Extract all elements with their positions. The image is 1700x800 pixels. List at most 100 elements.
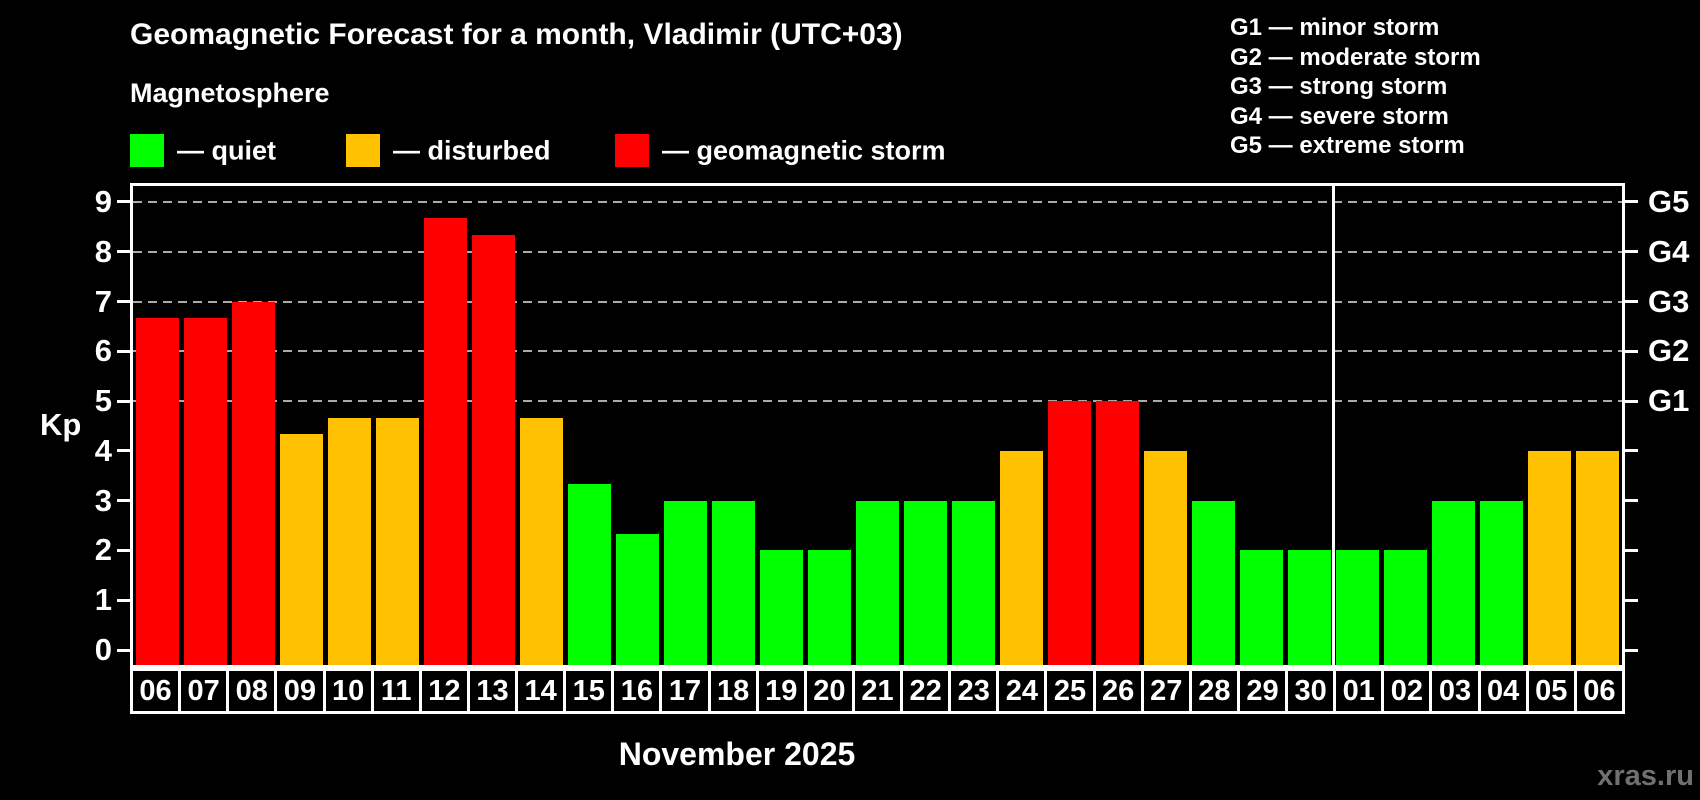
- right-axis-label-g4: G4: [1648, 233, 1690, 269]
- day-label-dec-04: 04: [1480, 671, 1526, 711]
- day-label-nov-19: 19: [758, 671, 804, 711]
- y-tick-label: 0: [94, 632, 112, 667]
- y-tick-left: [117, 200, 130, 204]
- legend-swatch-disturbed-icon: [346, 134, 380, 167]
- legend-label: — disturbed: [393, 135, 551, 165]
- day-label-nov-15: 15: [566, 671, 612, 711]
- kp-bar-day-27: [1144, 450, 1188, 665]
- y-axis-title: Kp: [40, 407, 82, 442]
- kp-bar-day-10: [327, 417, 371, 665]
- kp-bar-day-11: [375, 417, 419, 665]
- g-legend-line: G1 — minor storm: [1230, 14, 1440, 41]
- day-label-nov-14: 14: [518, 671, 564, 711]
- y-tick-left: [117, 648, 130, 652]
- gridline-kp6: [133, 350, 1622, 353]
- y-tick-left: [117, 250, 130, 254]
- y-tick-right: [1625, 349, 1638, 353]
- kp-bar-day-30: [1288, 550, 1332, 665]
- y-tick-left: [117, 300, 130, 304]
- day-label-dec-02: 02: [1384, 671, 1430, 711]
- y-tick-label: 1: [94, 582, 112, 618]
- gridline-kp7: [133, 300, 1622, 303]
- y-tick-right: [1625, 598, 1638, 602]
- chart-title: Geomagnetic Forecast for a month, Vladim…: [130, 18, 903, 51]
- day-label-dec-03: 03: [1432, 671, 1478, 711]
- day-label-nov-07: 07: [181, 671, 227, 711]
- y-tick-right: [1625, 399, 1638, 403]
- day-label-nov-18: 18: [710, 671, 756, 711]
- day-label-dec-05: 05: [1528, 671, 1574, 711]
- day-label-nov-17: 17: [662, 671, 708, 711]
- kp-bar-day-14: [519, 417, 563, 665]
- kp-bar-day-16: [615, 534, 659, 665]
- y-tick-left: [117, 449, 130, 453]
- watermark: xras.ru: [1597, 760, 1694, 792]
- kp-bar-day-29: [1240, 550, 1284, 665]
- y-tick-right: [1625, 499, 1638, 503]
- legend-label: — geomagnetic storm: [662, 135, 946, 165]
- kp-bar-day-21: [856, 500, 899, 665]
- y-tick-right: [1625, 250, 1638, 254]
- kp-bar-day-02: [1384, 550, 1428, 665]
- kp-bar-day-26: [1096, 401, 1140, 665]
- y-tick-label: 2: [94, 532, 112, 568]
- legend-swatch-quiet-icon: [130, 134, 164, 167]
- day-label-nov-08: 08: [229, 671, 275, 711]
- kp-bar-day-12: [423, 218, 467, 665]
- kp-bar-day-06: [1576, 450, 1620, 665]
- y-tick-label: 8: [94, 233, 112, 269]
- magnetosphere-label: Magnetosphere: [130, 78, 330, 108]
- kp-bar-day-03: [1432, 500, 1476, 665]
- x-axis-day-labels: 06 07 08 09 10 11 12 13 14 15 16 17 18 19 20 21 22 23 24 25…: [130, 668, 1625, 714]
- kp-bar-day-28: [1192, 500, 1236, 665]
- legend-swatch-storm-icon: [615, 134, 649, 167]
- y-tick-right: [1625, 300, 1638, 304]
- day-label-nov-26: 26: [1095, 671, 1141, 711]
- y-tick-right: [1625, 648, 1638, 652]
- g-scale-legend: G1 — minor storm G2 — moderate storm G3 — …: [1230, 13, 1481, 161]
- day-label-nov-27: 27: [1143, 671, 1189, 711]
- day-label-nov-24: 24: [999, 671, 1045, 711]
- day-label-nov-06: 06: [133, 671, 179, 711]
- month-label: November 2025: [618, 736, 856, 772]
- day-label-nov-30: 30: [1288, 671, 1334, 711]
- y-tick-label: 4: [94, 432, 112, 468]
- y-tick-right: [1625, 548, 1638, 552]
- kp-bar-day-22: [904, 500, 948, 665]
- y-tick-label: 9: [94, 183, 112, 219]
- kp-bar-day-13: [471, 235, 515, 665]
- y-tick-left: [117, 399, 130, 403]
- gridline-kp5: [133, 400, 1622, 403]
- y-tick-label: 7: [94, 283, 112, 319]
- day-label-nov-16: 16: [614, 671, 660, 711]
- kp-bar-day-09: [279, 434, 323, 665]
- right-axis-label-g3: G3: [1648, 283, 1690, 319]
- g-legend-line: G2 — moderate storm: [1230, 43, 1481, 71]
- y-tick-right: [1625, 449, 1638, 453]
- right-axis-label-g2: G2: [1648, 333, 1690, 369]
- y-tick-left: [117, 598, 130, 602]
- kp-bar-day-20: [807, 550, 851, 665]
- y-tick-left: [117, 548, 130, 552]
- kp-bar-day-24: [1000, 450, 1044, 665]
- y-tick-left: [117, 349, 130, 353]
- y-tick-right: [1625, 200, 1638, 204]
- kp-bar-day-01: [1336, 550, 1380, 665]
- day-label-nov-25: 25: [1047, 671, 1093, 711]
- kp-bar-day-06: [135, 317, 179, 665]
- day-label-nov-29: 29: [1239, 671, 1286, 711]
- kp-bar-day-17: [663, 500, 707, 665]
- g-legend-line: G5 — extreme storm: [1230, 132, 1465, 160]
- day-label-dec-01: 01: [1336, 671, 1382, 711]
- day-label-nov-11: 11: [373, 671, 419, 711]
- kp-bar-day-25: [1048, 401, 1092, 665]
- month-separator-line: [1332, 186, 1336, 665]
- day-label-dec-06: 06: [1576, 671, 1622, 711]
- kp-bar-day-15: [567, 484, 611, 665]
- kp-bar-day-07: [183, 317, 227, 665]
- kp-bar-day-18: [711, 500, 755, 665]
- day-label-nov-21: 21: [854, 671, 901, 711]
- kp-bar-day-19: [759, 550, 803, 665]
- day-label-nov-09: 09: [277, 671, 323, 711]
